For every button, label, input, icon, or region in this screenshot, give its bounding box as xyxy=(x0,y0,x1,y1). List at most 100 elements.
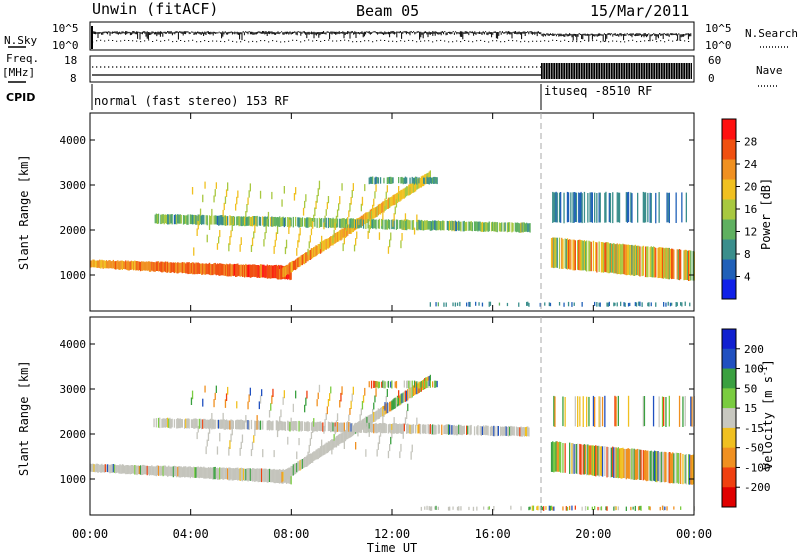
power-cell xyxy=(316,195,318,203)
power-cell xyxy=(236,263,238,277)
power-cell xyxy=(218,215,220,226)
velocity-cell xyxy=(341,432,343,443)
velocity-cell xyxy=(326,442,328,454)
power-cell xyxy=(366,212,368,223)
y-tick-label: 3000 xyxy=(60,179,87,192)
power-cell xyxy=(424,220,426,230)
power-cell xyxy=(479,221,481,232)
velocity-cell xyxy=(574,444,576,474)
power-cell xyxy=(255,265,257,277)
velocity-cell xyxy=(190,419,193,428)
power-colorbar-frame xyxy=(721,118,737,300)
velocity-cell xyxy=(187,418,189,428)
power-cell xyxy=(283,186,285,194)
power-cell xyxy=(122,261,125,269)
velocity-cell xyxy=(553,442,555,473)
velocity-cell xyxy=(649,506,651,511)
power-cell xyxy=(386,199,388,209)
velocity-cell xyxy=(321,439,323,447)
velocity-cell xyxy=(600,446,603,477)
velocity-cell xyxy=(682,396,684,427)
velocity-cell xyxy=(96,463,99,473)
velocity-cell xyxy=(640,505,642,511)
power-cell xyxy=(459,301,461,307)
velocity-cell xyxy=(362,423,365,433)
velocity-cell xyxy=(456,425,459,436)
velocity-cell xyxy=(177,466,179,477)
power-cell xyxy=(549,302,552,307)
velocity-cell xyxy=(190,467,193,478)
velocity-cell xyxy=(617,506,619,511)
power-cell xyxy=(189,263,191,274)
power-cell xyxy=(475,301,477,306)
power-cell xyxy=(95,260,97,268)
velocity-cell xyxy=(135,465,137,475)
velocity-cell xyxy=(400,443,402,452)
velocity-cell xyxy=(266,469,268,483)
power-cell xyxy=(222,209,224,217)
power-cell xyxy=(514,222,516,232)
power-cell xyxy=(409,220,411,230)
power-cell xyxy=(90,260,92,268)
velocity-cell xyxy=(497,426,499,436)
velocity-cell xyxy=(312,424,314,433)
power-cell xyxy=(338,231,340,242)
velocity-cell xyxy=(279,420,281,431)
power-cell xyxy=(155,213,157,224)
power-cell xyxy=(141,261,143,271)
velocity-cell xyxy=(364,422,366,433)
power-cell xyxy=(297,217,299,227)
power-cell xyxy=(262,264,264,278)
power-cell xyxy=(194,263,196,275)
power-cell xyxy=(242,264,245,277)
velocity-cell xyxy=(651,451,653,482)
velocity-cell xyxy=(424,380,426,389)
power-cell xyxy=(251,237,254,247)
power-cell xyxy=(421,220,424,231)
power-cell xyxy=(570,192,572,223)
power-cell xyxy=(343,236,345,245)
power-cell xyxy=(673,249,675,279)
velocity-cell xyxy=(580,444,582,475)
velocity-cell xyxy=(522,427,524,436)
power-cell xyxy=(372,204,374,213)
velocity-cell xyxy=(661,396,664,427)
velocity-cell xyxy=(194,467,196,478)
power-cell xyxy=(351,190,353,198)
velocity-cell xyxy=(489,426,492,436)
velocity-cell xyxy=(486,425,488,435)
power-cell xyxy=(244,217,246,225)
velocity-cell xyxy=(596,445,598,476)
velocity-cell xyxy=(391,429,393,439)
power-cell xyxy=(402,220,404,230)
power-cell xyxy=(377,204,379,216)
velocity-cell xyxy=(447,424,450,435)
power-cell xyxy=(587,193,589,223)
velocity-cell xyxy=(609,447,612,478)
power-cell xyxy=(578,239,580,271)
velocity-colorbar-label-sup: -1 xyxy=(760,366,769,376)
power-cell xyxy=(396,219,399,229)
power-cell xyxy=(288,226,290,234)
velocity-cell xyxy=(184,419,186,429)
velocity-colorbar-swatch xyxy=(722,348,736,370)
velocity-cell xyxy=(177,418,179,429)
velocity-cell xyxy=(341,422,343,433)
velocity-cell xyxy=(229,467,231,481)
velocity-cell xyxy=(642,450,644,481)
power-cell xyxy=(307,217,309,228)
power-cell xyxy=(680,249,682,280)
velocity-cell xyxy=(207,419,210,429)
velocity-cell xyxy=(456,506,459,511)
power-cell xyxy=(152,262,154,272)
velocity-cell xyxy=(171,418,173,428)
velocity-cell xyxy=(267,420,270,430)
power-cell xyxy=(230,216,232,226)
velocity-cell xyxy=(430,425,433,435)
velocity-cell xyxy=(590,445,592,475)
power-cell xyxy=(167,261,169,273)
velocity-cell xyxy=(100,464,102,473)
velocity-cell xyxy=(632,448,634,480)
power-cell xyxy=(646,246,648,278)
